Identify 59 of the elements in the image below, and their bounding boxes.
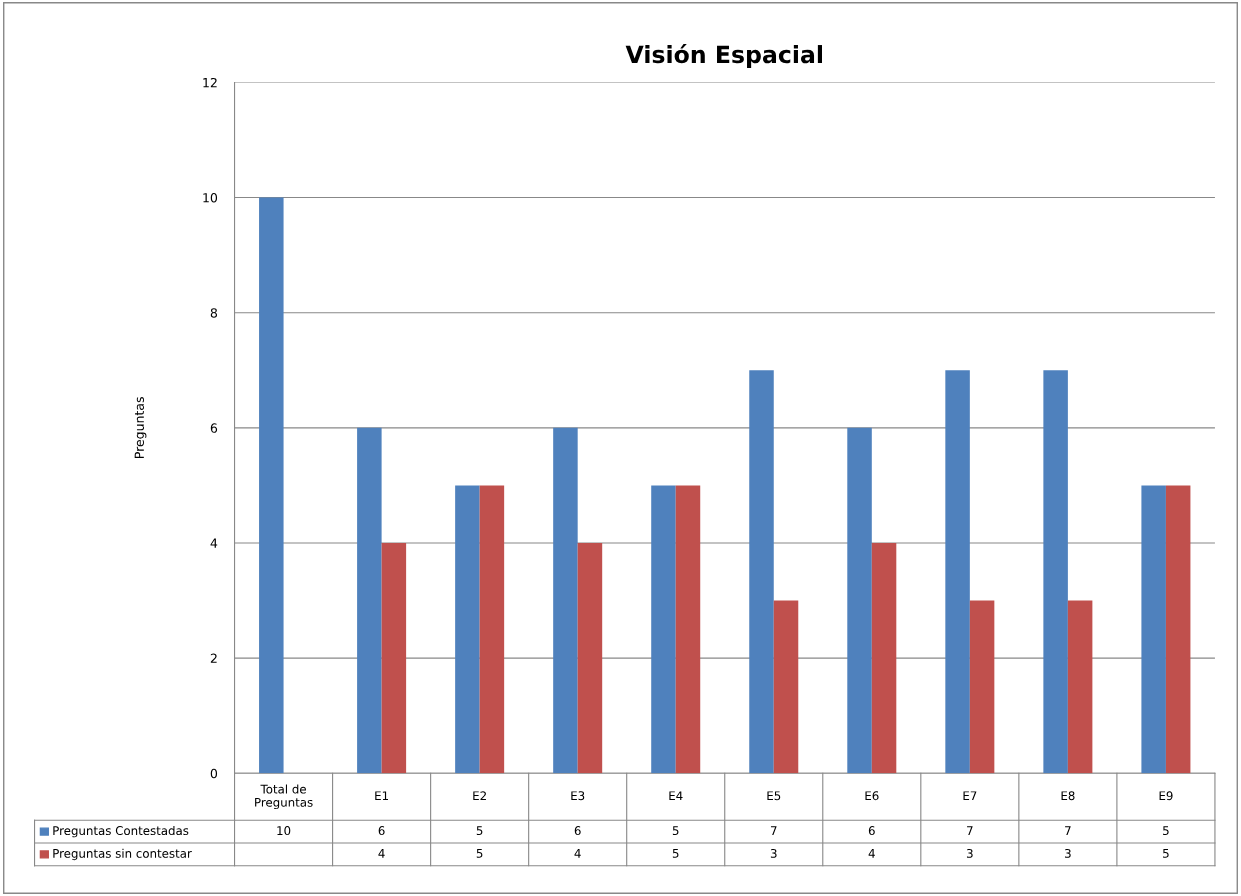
data-label: 7 [967,826,973,835]
data-label: 6 [574,826,581,836]
bar [969,600,995,774]
bar [553,427,578,774]
bar [773,600,799,774]
x-tick-label: E4 [669,791,683,800]
y-tick-label: 10 [203,193,218,203]
data-label: 7 [770,826,777,835]
y-tick-label: 2 [210,653,217,663]
bar [1141,485,1166,774]
y-tick-label: 0 [210,768,218,779]
bar [1067,600,1093,774]
y-axis-title: Preguntas [134,397,147,458]
bar [651,485,676,774]
y-tick-label: 12 [203,77,217,88]
data-label: 6 [378,826,385,836]
y-tick-label: 8 [210,308,218,318]
chart-title: Visión Espacial [625,44,822,68]
data-label: 3 [770,848,777,858]
data-label: 4 [378,849,385,858]
data-label: 6 [868,826,875,836]
bar [1165,485,1191,774]
x-tick-label: E1 [375,791,388,800]
data-label: 7 [1065,826,1071,835]
bar [259,197,284,774]
bar [871,542,897,774]
data-label: 5 [672,826,679,836]
x-tick-label: E8 [1061,791,1075,801]
data-label: 3 [1065,848,1071,858]
bar [749,370,774,774]
x-tick-label: E9 [1159,791,1173,801]
data-label: 5 [476,826,483,836]
x-tick-label: E6 [865,791,879,801]
x-tick-label: E7 [963,791,977,800]
bar [675,485,701,774]
x-tick-label: E3 [571,791,585,801]
data-label: 4 [574,849,581,858]
bar [479,485,505,774]
bar [381,542,407,774]
x-tick-label: E2 [473,791,486,800]
data-label: 5 [1163,849,1169,858]
bar [357,427,382,774]
x-tick-label: E5 [767,791,781,801]
y-tick-label: 6 [210,423,218,433]
bar [847,427,872,774]
data-label: 10 [277,826,291,836]
data-label: 3 [966,848,973,858]
legend-label: Preguntas sin contestar [53,848,192,861]
data-label: 5 [476,849,483,858]
x-tick-label: Total de Preguntas [255,784,313,810]
y-tick-label: 4 [210,538,218,548]
data-label: 4 [868,849,875,858]
bar [577,542,603,774]
bar [455,485,480,774]
bar [945,370,970,774]
data-label: 5 [1163,826,1169,836]
legend-label: Preguntas Contestadas [53,825,189,838]
data-label: 5 [672,849,679,858]
bar [1043,370,1068,774]
